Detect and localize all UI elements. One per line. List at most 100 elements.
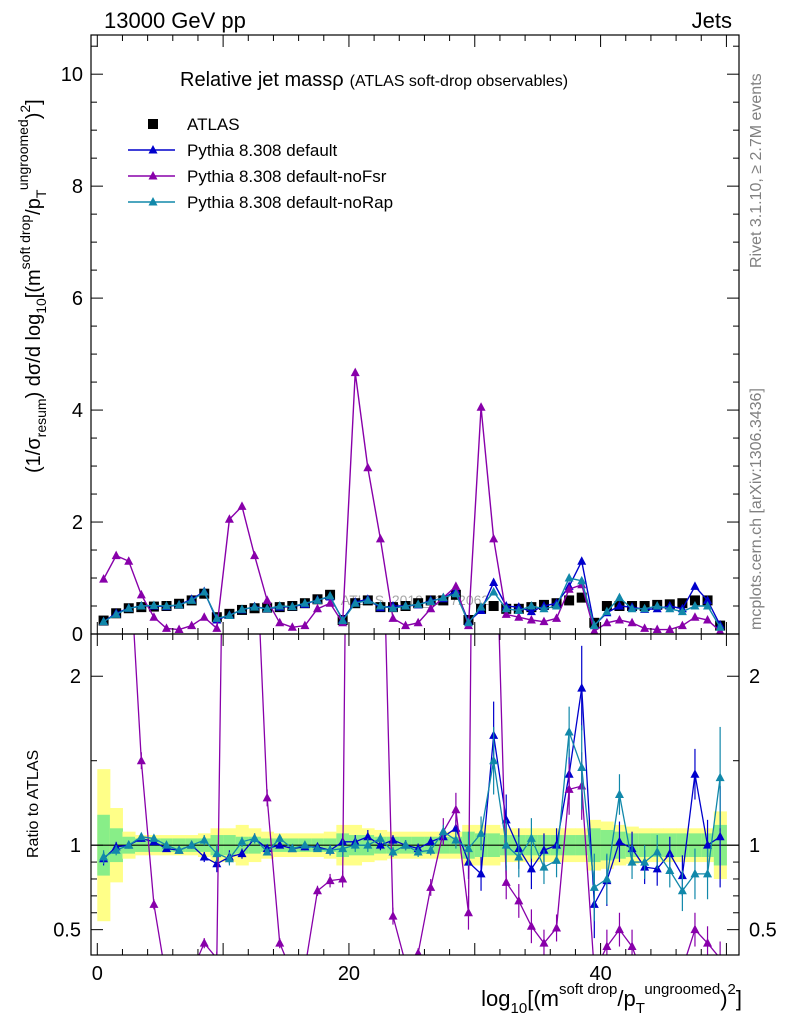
- data-point: [262, 603, 272, 613]
- data-point: [287, 843, 297, 853]
- data-point: [602, 617, 612, 627]
- data-point: [136, 601, 146, 610]
- legend-item-pythia-8-308-default-norap: Pythia 8.308 default-noRap: [128, 193, 393, 212]
- ratio-series-line: [103, 687, 721, 907]
- data-point: [262, 792, 272, 802]
- data-point: [124, 556, 134, 565]
- data-point: [426, 603, 436, 613]
- data-point: [99, 852, 109, 861]
- data-point: [552, 613, 562, 622]
- data-point: [690, 924, 700, 934]
- ratio-plot-frame: [90, 633, 740, 956]
- data-point: [99, 300, 108, 309]
- ratio-series-line: [103, 731, 721, 892]
- data-point: [224, 610, 234, 620]
- data-point: [552, 601, 562, 610]
- data-point: [514, 895, 524, 905]
- data-point: [375, 833, 385, 842]
- data-point: [199, 587, 209, 596]
- data-point: [388, 911, 398, 920]
- data-point: [99, 574, 109, 583]
- data-point: [174, 624, 184, 634]
- legend-marker: [148, 197, 158, 206]
- x-axis-label: log10[(msoft drop/pTungroomed)2]: [481, 981, 742, 1017]
- data-point: [136, 755, 146, 765]
- data-point: [225, 46, 234, 55]
- data-point: [501, 603, 511, 613]
- data-point: [162, 975, 171, 984]
- data-point: [426, 882, 436, 891]
- data-point: [174, 599, 184, 609]
- data-point: [614, 924, 624, 934]
- data-point: [401, 958, 410, 967]
- data-point: [614, 836, 624, 846]
- data-point: [111, 550, 121, 560]
- data-point: [363, 831, 373, 841]
- y-tick-label: 6: [72, 288, 83, 310]
- data-point: [401, 620, 411, 630]
- data-point: [199, 938, 209, 947]
- data-point: [149, 612, 159, 621]
- data-point: [187, 967, 196, 976]
- legend-label: Pythia 8.308 default-noRap: [187, 193, 393, 212]
- data-point: [577, 575, 587, 585]
- data-point: [489, 755, 499, 765]
- data-point: [451, 581, 461, 590]
- data-point: [136, 589, 146, 599]
- data-point: [187, 620, 197, 630]
- data-point: [614, 615, 624, 624]
- data-point: [250, 602, 260, 611]
- data-point: [224, 853, 234, 863]
- data-point: [690, 868, 700, 878]
- data-point: [250, 502, 259, 511]
- data-point: [414, 948, 422, 955]
- data-point: [476, 828, 486, 837]
- data-point: [640, 603, 650, 613]
- data-point: [287, 622, 297, 631]
- ratio-y-tick-label-right: 2: [749, 666, 760, 688]
- data-point: [627, 941, 637, 951]
- ratio-y-tick-label-right: 0.5: [749, 920, 777, 942]
- data-point: [665, 624, 675, 634]
- ratio-y-tick-label: 2: [70, 666, 81, 688]
- data-point: [501, 840, 511, 849]
- data-point: [590, 626, 599, 634]
- series-pythia-8-308-default-norap: [99, 573, 725, 631]
- data-point: [526, 833, 536, 842]
- data-point: [149, 899, 159, 908]
- ratio-y-tick-label: 1: [70, 835, 81, 857]
- data-point: [149, 833, 159, 842]
- data-point: [514, 605, 524, 614]
- ratio-uncertainty-bands: [91, 769, 739, 922]
- data-point: [665, 865, 675, 875]
- data-point: [237, 836, 247, 846]
- data-point: [564, 726, 574, 736]
- data-point: [111, 845, 121, 854]
- data-point: [715, 772, 725, 782]
- legend-marker: [148, 119, 158, 129]
- data-point: [665, 848, 675, 858]
- y-tick-label: 0: [72, 624, 83, 646]
- data-point: [212, 613, 222, 622]
- data-point: [375, 601, 385, 610]
- data-point: [262, 846, 272, 856]
- data-point: [312, 603, 322, 613]
- data-point: [224, 514, 234, 523]
- data-point: [275, 833, 285, 842]
- ratio-y-tick-label-right: 1: [749, 835, 760, 857]
- y-tick-label: 8: [72, 176, 83, 198]
- legend-label: Pythia 8.308 default-noFsr: [187, 167, 387, 186]
- data-point: [539, 616, 549, 626]
- data-point: [576, 592, 587, 603]
- data-point: [175, 984, 184, 993]
- data-point: [677, 598, 688, 609]
- data-point: [325, 875, 335, 885]
- data-point: [488, 601, 499, 612]
- data-point: [199, 835, 209, 844]
- data-point: [489, 577, 499, 586]
- data-point: [451, 588, 461, 598]
- data-point: [237, 604, 247, 613]
- data-point: [689, 595, 700, 606]
- data-point: [426, 845, 436, 854]
